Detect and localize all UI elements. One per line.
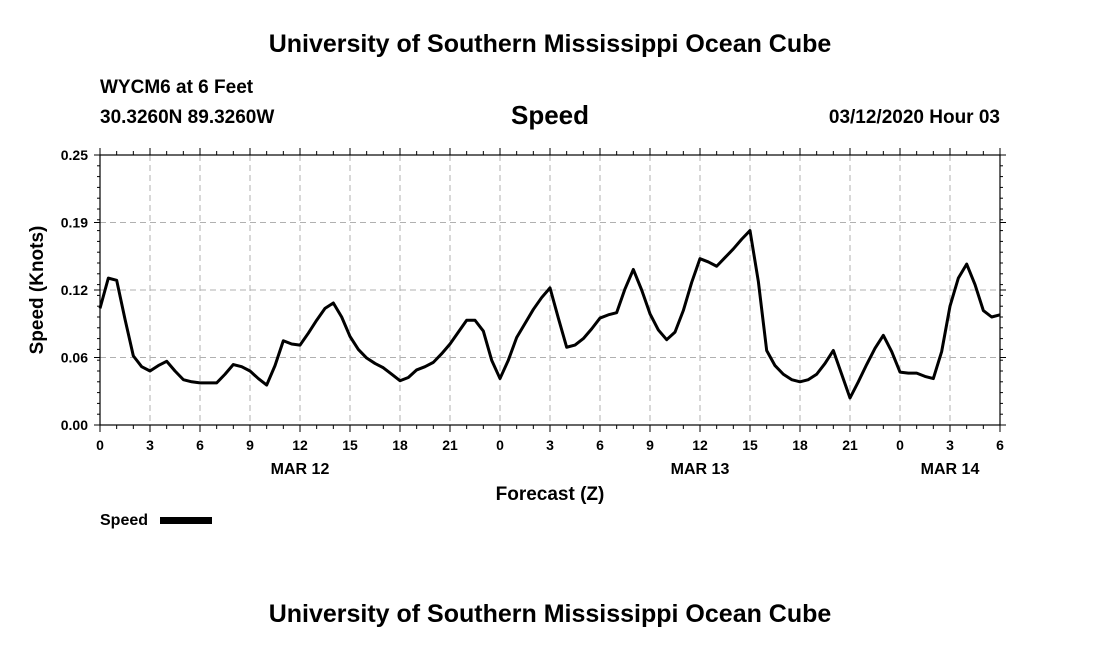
- y-tick-label: 0.25: [61, 147, 88, 163]
- x-tick-label: 15: [742, 437, 758, 453]
- chart-title-bottom: University of Southern Mississippi Ocean…: [268, 600, 832, 628]
- legend-label: Speed: [100, 512, 148, 529]
- series-line-speed: [98, 229, 1001, 400]
- x-tick-label: 15: [342, 437, 358, 453]
- x-tick-label: 0: [96, 437, 104, 453]
- x-tick-label: 18: [392, 437, 408, 453]
- x-tick-label: 6: [596, 437, 604, 453]
- y-tick-label: 0.12: [61, 282, 88, 298]
- y-tick-label: 0.00: [61, 417, 88, 433]
- x-tick-label: 21: [842, 437, 858, 453]
- x-tick-label: 21: [442, 437, 458, 453]
- x-tick-label: 3: [146, 437, 154, 453]
- y-axis-label: Speed (Knots): [27, 226, 48, 355]
- x-tick-label: 3: [946, 437, 954, 453]
- plot-frame: [99, 154, 1001, 426]
- station-label: WYCM6 at 6 Feet: [100, 77, 254, 98]
- x-tick-label: 0: [896, 437, 904, 453]
- legend-swatch: [160, 517, 212, 524]
- x-tick-label: 0: [496, 437, 504, 453]
- y-tick-label: 0.19: [61, 215, 88, 231]
- chart-title-top: University of Southern Mississippi Ocean…: [268, 30, 832, 58]
- x-tick-label: 12: [292, 437, 308, 453]
- x-tick-label: 6: [996, 437, 1004, 453]
- x-tick-label: 6: [196, 437, 204, 453]
- x-tick-label: 9: [246, 437, 254, 453]
- y-tick-label: 0.06: [61, 350, 88, 366]
- date-label: MAR 13: [671, 461, 730, 478]
- x-tick-label: 18: [792, 437, 808, 453]
- date-label: MAR 12: [271, 461, 330, 478]
- parameter-title: Speed: [510, 100, 590, 130]
- x-tick-label: 12: [692, 437, 708, 453]
- x-tick-labels: 0 3 6 9 12 15 18 21 0 3 6 9 12 15 18 21 0 3 6: [96, 437, 1004, 453]
- y-tick-labels: 0.00 0.06 0.12 0.19 0.25: [61, 147, 88, 433]
- x-tick-label: 3: [546, 437, 554, 453]
- station-position: 30.3260N 89.3260W: [100, 107, 275, 128]
- date-labels: MAR 12 MAR 13 MAR 14: [271, 461, 980, 478]
- axis-ticks: [94, 148, 1006, 432]
- forecast-datetime: 03/12/2020 Hour 03: [828, 107, 1000, 128]
- x-tick-label: 9: [646, 437, 654, 453]
- x-axis-label: Forecast (Z): [496, 484, 605, 505]
- date-label: MAR 14: [921, 461, 980, 478]
